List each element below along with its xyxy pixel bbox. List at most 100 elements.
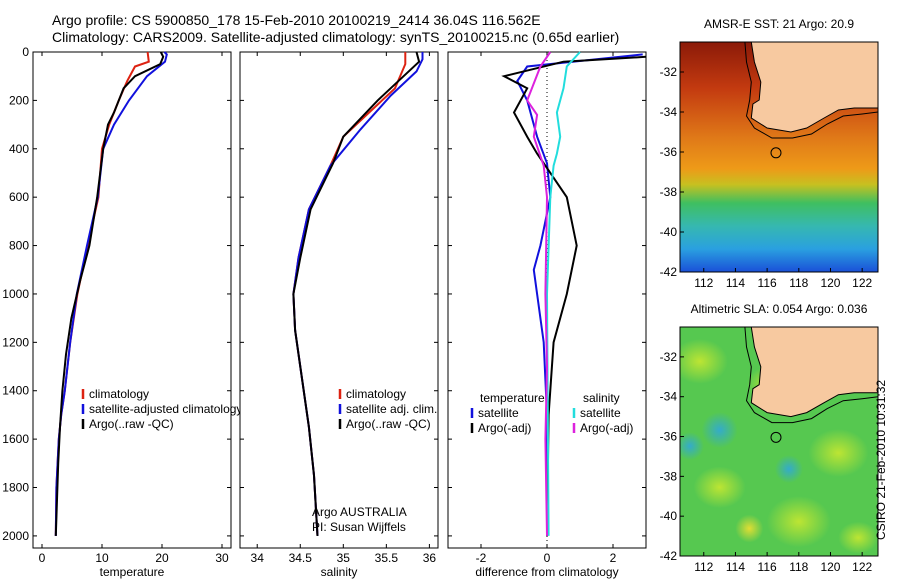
x-tick-label: 116	[758, 560, 777, 574]
sla-anomaly	[680, 432, 704, 461]
sla-anomaly	[693, 466, 746, 509]
y-tick-label: 1400	[2, 384, 29, 398]
legend-label: satellite adj. clim.	[346, 402, 437, 416]
title-line-1: Argo profile: CS 5900850_178 15-Feb-2010…	[52, 12, 541, 28]
map-frame	[679, 41, 879, 273]
map-title: AMSR-E SST: 21 Argo: 20.9	[704, 17, 854, 31]
x-tick-label: 118	[789, 560, 808, 574]
map-field	[680, 327, 878, 556]
x-tick-label: 122	[852, 276, 872, 290]
sla-anomaly	[774, 454, 803, 483]
argo-position-marker	[770, 147, 782, 159]
y-tick-label: -32	[660, 350, 678, 364]
y-tick-label: -42	[660, 549, 678, 563]
x-axis-label: temperature	[100, 565, 165, 579]
argo-position-marker	[770, 431, 782, 443]
x-tick-label: 34.5	[289, 551, 313, 565]
x-tick-label: 112	[694, 276, 713, 290]
x-tick-label: 122	[852, 560, 872, 574]
x-tick-label: 30	[215, 551, 229, 565]
x-tick-label: 36	[423, 551, 437, 565]
y-tick-label: -36	[660, 430, 678, 444]
legend-label: Argo(..raw -QC)	[89, 417, 174, 431]
land-mass	[750, 327, 878, 418]
y-tick-label: -40	[660, 509, 678, 523]
x-tick-label: 0	[544, 551, 551, 565]
map-title: Altimetric SLA: 0.054 Argo: 0.036	[691, 302, 868, 316]
profile-panel-1: 0 200 400 600 800 1000 1200 1400 1600 1800 2000 0 10…	[2, 45, 242, 579]
x-tick-label: -2	[476, 551, 487, 565]
y-tick-label: -34	[660, 390, 678, 404]
x-tick-label: 120	[820, 276, 840, 290]
x-tick-label: 35.5	[375, 551, 399, 565]
timestamp-stamp: CSIRO 21-Feb-2010 10:31:32	[874, 379, 888, 540]
x-tick-label: 0	[39, 551, 46, 565]
series-line	[54, 51, 165, 536]
y-tick-label: 1600	[2, 432, 29, 446]
legend-label: satellite-adjusted climatology	[89, 402, 242, 416]
depth-contour	[744, 42, 878, 139]
profile-panel-2: 34 34.5 35 35.5 36 salinity climatologysatelli…	[239, 51, 439, 579]
y-tick-label: 1000	[2, 287, 29, 301]
x-tick-label: 20	[155, 551, 169, 565]
depth-contour	[744, 327, 878, 424]
series-line	[516, 53, 643, 536]
x-tick-label: 116	[758, 276, 777, 290]
legend-label: Argo(..raw -QC)	[346, 417, 431, 431]
x-axis-label: difference from climatology	[475, 565, 618, 579]
y-tick-label: -36	[660, 145, 678, 159]
y-tick-label: -42	[660, 265, 678, 279]
y-tick-label: -34	[660, 105, 678, 119]
sla-anomaly	[701, 412, 738, 449]
panel-annotation: Argo AUSTRALIA	[312, 505, 407, 519]
sla-map-panel: 112 114 116 118 120 122 -32 -34 -36 -38 -40 -42 Alti…	[660, 302, 879, 574]
map-field	[680, 42, 878, 272]
series-line	[292, 51, 421, 536]
sla-anomaly	[735, 514, 764, 543]
series-line	[526, 51, 552, 536]
legend-header: temperature	[480, 391, 545, 405]
y-tick-label: 1200	[2, 335, 29, 349]
x-tick-label: 114	[726, 276, 745, 290]
sla-anomaly	[766, 496, 831, 548]
x-tick-label: 2	[610, 551, 617, 565]
plot-frame	[239, 51, 439, 549]
sla-anomaly	[838, 521, 878, 554]
x-tick-label: 10	[95, 551, 109, 565]
panel-annotation: PI: Susan Wijffels	[312, 520, 406, 534]
legend-header: salinity	[583, 391, 620, 405]
y-tick-label: 400	[9, 142, 29, 156]
y-tick-label: 200	[9, 93, 29, 107]
plot-frame	[32, 51, 232, 549]
legend-label: climatology	[346, 387, 406, 401]
y-tick-label: -38	[660, 185, 678, 199]
sla-anomaly	[808, 428, 869, 477]
x-tick-label: 118	[789, 276, 808, 290]
y-tick-label: 600	[9, 190, 29, 204]
legend-label: satellite	[580, 406, 621, 420]
y-tick-label: -40	[660, 225, 678, 239]
legend-label: Argo(-adj)	[478, 421, 531, 435]
title-line-2: Climatology: CARS2009. Satellite-adjuste…	[52, 29, 620, 45]
legend-label: satellite	[478, 406, 519, 420]
y-tick-label: 0	[22, 45, 29, 59]
y-tick-label: 800	[9, 239, 29, 253]
legend-label: climatology	[89, 387, 149, 401]
y-tick-label: 1800	[2, 481, 29, 495]
land-mass	[750, 42, 878, 133]
y-tick-label: -32	[660, 65, 678, 79]
x-tick-label: 34	[251, 551, 265, 565]
x-tick-label: 120	[820, 560, 840, 574]
map-frame	[679, 326, 879, 557]
y-tick-label: -38	[660, 469, 678, 483]
x-tick-label: 35	[337, 551, 351, 565]
x-axis-label: salinity	[321, 565, 358, 579]
x-tick-label: 114	[726, 560, 745, 574]
y-tick-label: 2000	[2, 529, 29, 543]
sst-map-panel: 112 114 116 118 120 122 -32 -34 -36 -38 -40 -42 AMSR…	[660, 17, 879, 290]
x-tick-label: 112	[694, 560, 713, 574]
legend-label: Argo(-adj)	[580, 421, 633, 435]
series-line	[545, 51, 581, 536]
